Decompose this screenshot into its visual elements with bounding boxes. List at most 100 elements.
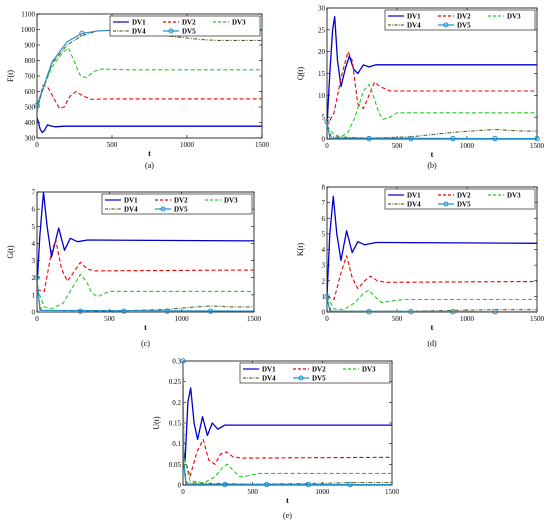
y-tick-label: 0 <box>32 309 36 317</box>
series-dv5-marker <box>79 30 85 37</box>
legend-marker <box>443 201 449 207</box>
x-axis-label: t <box>148 149 151 158</box>
y-tick-label: 500 <box>25 104 36 112</box>
legend-label-dv4: DV4 <box>407 201 421 209</box>
legend: DV1 DV2 DV3 DV4 DV5 <box>384 188 536 210</box>
x-axis-label: t <box>431 150 434 159</box>
y-tick-label: 0 <box>322 309 326 317</box>
y-tick-label: 0.3 <box>172 358 181 366</box>
y-tick-label: 7 <box>32 189 36 197</box>
x-tick-label: 500 <box>392 315 403 323</box>
x-tick-label: 0 <box>181 488 185 496</box>
legend-label-dv5: DV5 <box>312 375 326 383</box>
series-dv5-marker <box>222 481 228 488</box>
series-dv1-line <box>327 16 537 126</box>
legend-marker <box>160 206 166 212</box>
y-tick-label: 5 <box>32 223 36 231</box>
y-tick-label: 5 <box>322 230 326 238</box>
y-tick-label: 2 <box>322 277 326 285</box>
series-dv5-marker <box>408 308 414 315</box>
y-tick-label: 0.2 <box>172 399 181 407</box>
series-dv1-line <box>37 192 254 287</box>
series-group <box>327 195 537 312</box>
panel-caption: (d) <box>427 339 437 348</box>
legend-label-dv1: DV1 <box>132 19 146 27</box>
x-tick-label: 0 <box>325 315 329 323</box>
y-tick-label: 3 <box>322 262 326 270</box>
y-tick-label: 10 <box>318 92 326 100</box>
y-tick-label: 2 <box>32 274 36 282</box>
series-dv2-line <box>183 438 392 478</box>
legend-label-dv4: DV4 <box>407 22 421 30</box>
x-tick-label: 1500 <box>255 141 270 149</box>
panel-1: 300 400 500 600 700 800 900 1000 1100 0 500 1000 150… <box>6 11 270 171</box>
x-axis-label: t <box>144 323 147 332</box>
series-group <box>327 16 537 139</box>
x-tick-label: 1000 <box>460 315 475 323</box>
x-tick-label: 1000 <box>180 141 195 149</box>
y-tick-label: 5 <box>322 114 326 122</box>
series-dv5-marker <box>450 135 456 142</box>
x-tick-label: 1500 <box>247 315 262 323</box>
y-tick-label: 4 <box>32 240 36 248</box>
y-tick-label: 400 <box>25 119 36 127</box>
legend-label-dv1: DV1 <box>124 197 138 205</box>
x-tick-label: 500 <box>392 142 403 150</box>
series-dv5-marker <box>366 135 372 142</box>
series-group <box>37 29 262 134</box>
legend-label-dv5: DV5 <box>174 206 188 214</box>
legend: DV1 DV2 DV3 DV4 DV5 <box>384 9 536 31</box>
series-dv5-line <box>37 29 262 106</box>
y-tick-label: 800 <box>25 57 36 65</box>
panel-caption: (a) <box>145 161 154 170</box>
series-dv5-marker <box>366 308 372 315</box>
y-axis-label: U(t) <box>152 416 161 430</box>
series-dv2-line <box>327 255 537 301</box>
series-dv1-line <box>183 387 392 461</box>
legend-label-dv3: DV3 <box>362 366 376 374</box>
series-dv5-line <box>327 296 537 312</box>
y-tick-label: 30 <box>318 5 326 13</box>
legend-label-dv1: DV1 <box>407 192 421 200</box>
series-dv5-marker <box>207 308 214 314</box>
y-axis-label: Q(t) <box>296 67 305 81</box>
x-tick-label: 1000 <box>315 488 330 496</box>
panel-5: 0 0.05 0.1 0.15 0.2 0.25 0.3 0 500 1000 1500 t U(t) (… <box>152 358 400 521</box>
panel-caption: (c) <box>141 339 150 348</box>
y-tick-label: 6 <box>322 215 326 223</box>
series-dv5-marker <box>450 308 456 315</box>
series-dv5-marker <box>164 308 170 314</box>
series-dv3-line <box>327 83 537 138</box>
series-dv5-marker <box>121 308 127 314</box>
y-tick-label: 0 <box>322 136 326 144</box>
series-dv5-marker <box>263 481 270 488</box>
y-tick-label: 4 <box>322 246 326 254</box>
series-dv5-marker <box>408 135 414 142</box>
y-tick-label: 0.15 <box>169 420 182 428</box>
legend: DV1 DV2 DV3 DV4 DV5 <box>101 193 253 215</box>
x-tick-label: 1500 <box>530 142 545 150</box>
series-dv4-line <box>327 299 537 312</box>
series-dv4-line <box>327 125 537 139</box>
y-tick-label: 1 <box>322 293 326 301</box>
series-dv4-line <box>37 291 254 312</box>
legend-box <box>384 9 536 31</box>
series-dv5-marker <box>34 102 40 109</box>
y-axis-label: G(t) <box>6 245 15 259</box>
legend-label-dv2: DV2 <box>457 13 471 21</box>
legend-label-dv4: DV4 <box>262 375 276 383</box>
y-tick-label: 600 <box>25 88 36 96</box>
legend-label-dv3: DV3 <box>507 13 521 21</box>
y-tick-label: 8 <box>322 184 326 192</box>
y-tick-label: 3 <box>32 257 36 265</box>
y-tick-label: 700 <box>25 73 36 81</box>
series-dv5-line <box>183 361 392 485</box>
series-dv2-line <box>37 84 262 112</box>
y-tick-label: 900 <box>25 42 36 50</box>
y-tick-label: 7 <box>322 199 326 207</box>
x-tick-label: 1500 <box>385 488 400 496</box>
series-dv5-marker <box>324 293 330 300</box>
